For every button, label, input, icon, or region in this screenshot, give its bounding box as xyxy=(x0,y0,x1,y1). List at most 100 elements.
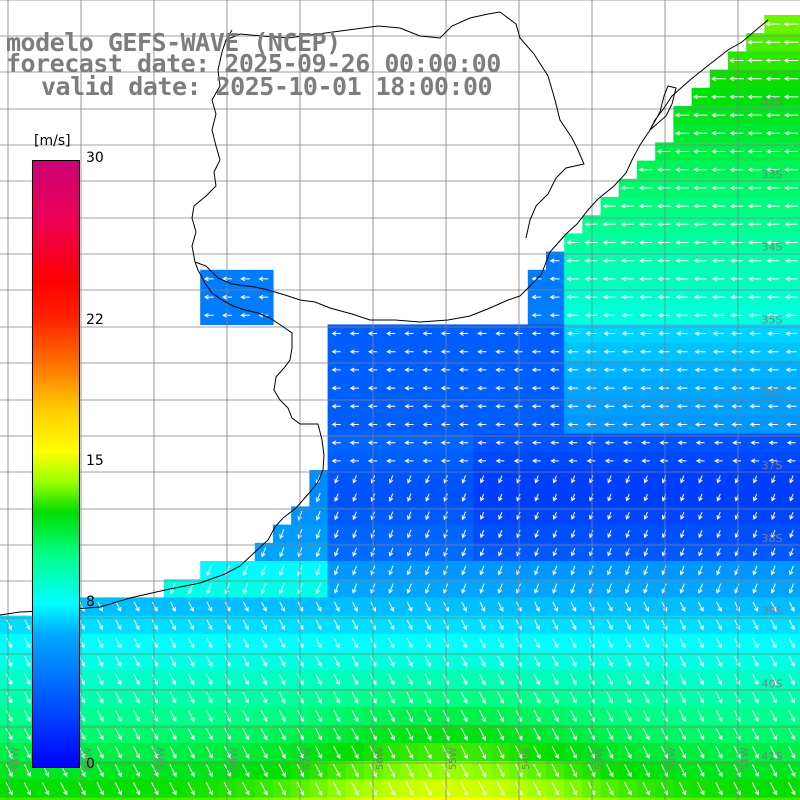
wind-arrow xyxy=(349,385,359,391)
wind-arrow xyxy=(260,764,268,778)
wind-arrow xyxy=(114,764,122,778)
wind-arrow xyxy=(715,691,723,704)
wind-arrow xyxy=(769,782,778,796)
wind-arrow xyxy=(334,529,339,539)
wind-arrow xyxy=(260,691,268,704)
wind-arrow xyxy=(770,637,777,649)
wind-arrow xyxy=(602,240,616,245)
wind-cell xyxy=(218,797,238,800)
longitude-label: 57W xyxy=(302,747,313,770)
wind-arrow xyxy=(767,403,779,409)
wind-arrow xyxy=(315,547,321,558)
wind-arrow xyxy=(203,276,214,282)
wind-arrow xyxy=(698,565,703,576)
wind-arrow xyxy=(5,691,13,704)
wind-arrow xyxy=(712,331,725,336)
wind-arrow xyxy=(531,294,542,300)
wind-arrow xyxy=(352,493,357,502)
wind-cell xyxy=(127,797,147,800)
wind-arrow xyxy=(607,548,612,557)
wind-arrow xyxy=(784,149,799,154)
wind-arrow xyxy=(788,746,796,759)
wind-arrow xyxy=(223,782,232,796)
wind-arrow xyxy=(497,709,504,723)
wind-arrow xyxy=(260,727,268,741)
wind-arrow xyxy=(260,637,267,649)
wind-arrow xyxy=(585,349,597,355)
wind-arrow xyxy=(657,221,671,227)
colorbar-gradient xyxy=(33,161,79,767)
wind-arrow xyxy=(242,601,249,612)
wind-arrow xyxy=(60,782,68,796)
wind-arrow xyxy=(643,619,650,631)
wind-arrow xyxy=(460,745,468,760)
wind-arrow xyxy=(333,745,341,760)
wind-arrow xyxy=(331,349,341,355)
wind-arrow xyxy=(606,763,614,778)
wind-arrow xyxy=(625,565,631,576)
wind-arrow xyxy=(279,582,285,595)
wind-arrow xyxy=(752,673,759,686)
longitude-label: 56W xyxy=(375,747,386,770)
wind-arrow xyxy=(606,673,613,686)
wind-arrow xyxy=(115,637,122,649)
wind-arrow xyxy=(770,601,777,612)
wind-arrow xyxy=(658,422,669,427)
wind-arrow xyxy=(606,601,613,612)
wind-arrow xyxy=(424,727,432,741)
wind-arrow xyxy=(533,691,541,704)
wind-arrow xyxy=(188,601,194,612)
wind-arrow xyxy=(697,673,704,686)
border-brazil xyxy=(225,11,585,239)
wind-arrow xyxy=(570,565,576,576)
wind-arrow xyxy=(625,529,630,539)
wind-arrow xyxy=(569,727,577,741)
wind-arrow xyxy=(349,403,359,409)
wind-arrow xyxy=(566,258,580,264)
forecast-date: forecast date: 2025-09-26 00:00:00 xyxy=(6,49,501,78)
wind-arrow xyxy=(352,565,358,576)
wind-arrow xyxy=(206,673,213,686)
wind-arrow xyxy=(406,673,413,686)
wind-arrow xyxy=(748,312,761,318)
wind-arrow xyxy=(334,565,339,576)
wind-arrow xyxy=(479,655,486,668)
wind-arrow xyxy=(461,529,467,539)
wind-arrow xyxy=(151,782,159,796)
wind-arrow xyxy=(752,565,758,576)
wind-arrow xyxy=(422,367,432,373)
wind-arrow xyxy=(711,167,726,173)
wind-arrow xyxy=(731,385,742,391)
wind-arrow xyxy=(697,637,704,649)
wind-arrow xyxy=(783,39,799,45)
wind-arrow xyxy=(675,312,689,318)
wind-arrow xyxy=(640,403,651,409)
wind-arrow xyxy=(732,440,741,446)
wind-arrow xyxy=(766,276,780,282)
wind-cell xyxy=(0,797,19,800)
wind-arrow xyxy=(315,601,322,612)
wind-arrow xyxy=(675,276,689,282)
wind-arrow xyxy=(771,493,776,502)
wind-arrow xyxy=(315,637,322,649)
wind-arrow xyxy=(206,655,213,668)
wind-arrow xyxy=(387,763,396,778)
wind-arrow xyxy=(679,673,686,686)
wind-arrow xyxy=(783,58,799,63)
wind-arrow xyxy=(716,475,721,484)
wind-arrow xyxy=(657,276,671,282)
wind-arrow xyxy=(658,331,670,336)
wind-arrow xyxy=(680,475,685,484)
wind-arrow xyxy=(638,221,653,227)
wind-arrow xyxy=(78,637,85,649)
longitude-label: 59W xyxy=(156,747,167,770)
longitude-label: 60W xyxy=(83,747,94,770)
wind-arrow xyxy=(404,440,414,446)
wind-arrow xyxy=(24,691,31,704)
wind-arrow xyxy=(333,763,341,778)
wind-arrow xyxy=(498,511,503,520)
wind-arrow xyxy=(23,728,31,741)
wind-arrow xyxy=(496,781,505,797)
wind-arrow xyxy=(6,655,13,668)
wind-arrow xyxy=(352,619,358,631)
